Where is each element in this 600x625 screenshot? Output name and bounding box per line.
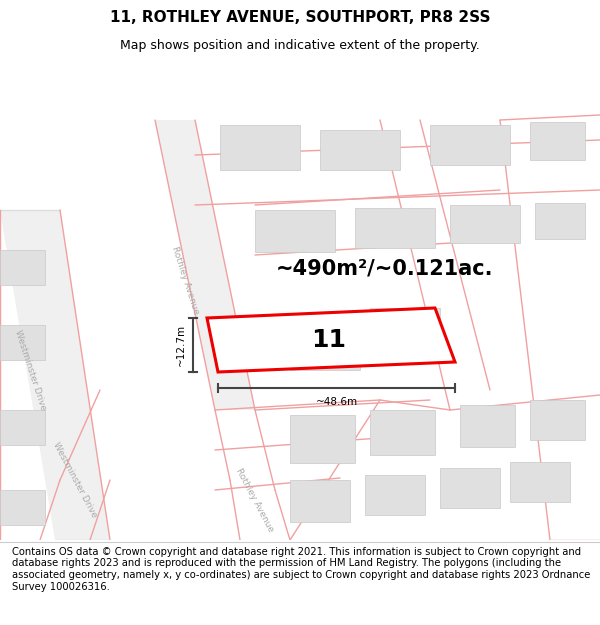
Bar	[320, 130, 400, 170]
Text: Rothley Avenue: Rothley Avenue	[235, 466, 275, 534]
Text: ~12.7m: ~12.7m	[176, 324, 186, 366]
Text: Westminster Drive: Westminster Drive	[51, 441, 99, 519]
Bar	[290, 315, 360, 370]
Polygon shape	[207, 308, 455, 372]
Bar	[530, 400, 585, 440]
Bar	[370, 308, 440, 360]
Text: Rothley Avenue: Rothley Avenue	[170, 245, 200, 315]
Bar	[440, 468, 500, 508]
Text: ~48.6m: ~48.6m	[316, 397, 358, 407]
Bar	[450, 205, 520, 243]
Text: Map shows position and indicative extent of the property.: Map shows position and indicative extent…	[120, 39, 480, 51]
Polygon shape	[155, 120, 255, 410]
Bar	[0, 250, 45, 285]
Bar	[0, 410, 45, 445]
Text: 11, ROTHLEY AVENUE, SOUTHPORT, PR8 2SS: 11, ROTHLEY AVENUE, SOUTHPORT, PR8 2SS	[110, 11, 490, 26]
Bar	[290, 415, 355, 463]
Bar	[255, 210, 335, 252]
Bar	[0, 490, 45, 525]
Bar	[0, 325, 45, 360]
Polygon shape	[0, 210, 110, 540]
Bar	[365, 475, 425, 515]
Text: Contains OS data © Crown copyright and database right 2021. This information is : Contains OS data © Crown copyright and d…	[12, 547, 590, 592]
Bar	[370, 410, 435, 455]
Bar	[290, 480, 350, 522]
Bar	[510, 462, 570, 502]
Bar	[460, 405, 515, 447]
Text: 11: 11	[311, 328, 346, 352]
Bar	[355, 208, 435, 248]
Text: ~490m²/~0.121ac.: ~490m²/~0.121ac.	[276, 258, 494, 278]
Bar	[430, 125, 510, 165]
Text: Westminster Drive: Westminster Drive	[13, 329, 47, 411]
Bar	[530, 122, 585, 160]
Bar	[535, 203, 585, 239]
Bar	[220, 125, 300, 170]
